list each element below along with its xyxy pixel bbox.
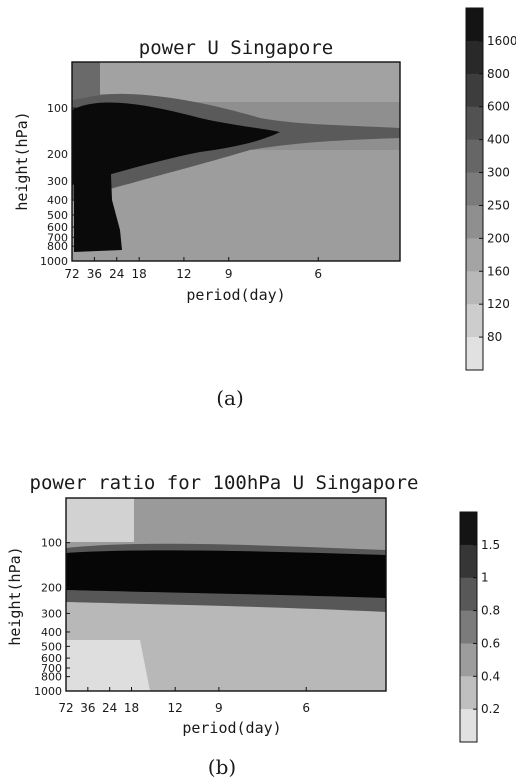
colorbar-tick-label: 0.6 (481, 636, 500, 650)
y-tick-label: 700 (47, 231, 68, 244)
panel-a-label: (a) (216, 386, 244, 410)
panel-b-title: power ratio for 100hPa U Singapore (30, 472, 419, 494)
colorbar-tick-label: 0.4 (481, 669, 500, 683)
x-tick-label: 18 (124, 701, 139, 715)
x-tick-label: 9 (225, 267, 233, 281)
colorbar-tick-label: 600 (487, 100, 510, 114)
panel-a: power U Singapore 1002003004005006007008… (13, 7, 516, 410)
y-tick-label: 500 (41, 640, 62, 653)
panel-b-lowlevel-light-region (66, 640, 150, 691)
colorbar-band (460, 544, 477, 579)
colorbar-tick-label: 200 (487, 231, 510, 245)
panel-a-frame (71, 61, 401, 262)
panel-a-title: power U Singapore (139, 37, 333, 59)
colorbar-band (460, 577, 477, 612)
colorbar-tick-label: 300 (487, 166, 510, 180)
y-tick-label: 700 (41, 662, 62, 675)
colorbar-tick-label: 0.8 (481, 604, 500, 618)
colorbar-band (466, 337, 483, 371)
panel-a-lowlevel-region (74, 150, 122, 252)
colorbar-tick-label: 250 (487, 198, 510, 212)
panel-b-x-axis-label: period(day) (182, 719, 281, 737)
colorbar-band (466, 304, 483, 338)
panel-b-corner-region (66, 498, 134, 542)
x-tick-label: 12 (176, 267, 191, 281)
y-tick-label: 600 (47, 221, 68, 234)
colorbar-band (466, 238, 483, 272)
y-tick-label: 300 (47, 175, 68, 188)
x-tick-label: 6 (314, 267, 322, 281)
y-tick-label: 600 (41, 652, 62, 665)
panel-a-x-ticks: 72 36 24 18 12 9 6 (64, 257, 322, 281)
y-tick-label: 1000 (34, 685, 62, 698)
colorbar-band (466, 271, 483, 305)
y-tick-label: 400 (41, 626, 62, 639)
x-tick-label: 18 (132, 267, 147, 281)
panel-b-x-ticks: 72 36 24 18 12 9 6 (58, 687, 310, 715)
colorbar-band (466, 73, 483, 108)
panel-b-frame (65, 497, 387, 692)
panel-a-power-band (72, 102, 280, 185)
colorbar-band (460, 676, 477, 710)
panel-a-x-axis-label: period(day) (186, 286, 285, 304)
y-tick-label: 100 (41, 537, 62, 550)
colorbar-tick-label: 1 (481, 571, 489, 585)
x-tick-label: 36 (87, 267, 102, 281)
colorbar-tick-label: 160 (487, 264, 510, 278)
colorbar-tick-label: 0.2 (481, 702, 500, 716)
panel-a-y-axis-label: height(hPa) (13, 111, 31, 210)
x-tick-label: 24 (102, 701, 117, 715)
panel-b-heatmap (65, 497, 387, 692)
x-tick-label: 72 (64, 267, 79, 281)
colorbar-frame (459, 511, 478, 743)
panel-b-colorbar-ticks: 1.5 1 0.8 0.6 0.4 0.2 (459, 511, 500, 743)
colorbar-frame (465, 7, 484, 371)
panel-a-colorbar: 1600 800 600 400 300 250 200 160 120 80 (465, 7, 516, 371)
panel-b-ratio-band (66, 550, 386, 598)
colorbar-band (466, 172, 483, 206)
y-tick-label: 300 (41, 607, 62, 620)
colorbar-tick-label: 80 (487, 330, 502, 344)
colorbar-band (460, 709, 477, 743)
y-tick-label: 200 (47, 148, 68, 161)
colorbar-band (460, 643, 477, 677)
panel-b-y-axis-label: height(hPa) (6, 546, 24, 645)
colorbar-band (460, 610, 477, 644)
panel-b: power ratio for 100hPa U Singapore 100 20… (6, 472, 500, 779)
x-tick-label: 12 (168, 701, 183, 715)
colorbar-tick-label: 1.5 (481, 538, 500, 552)
y-tick-label: 800 (41, 671, 62, 684)
colorbar-band (466, 205, 483, 239)
x-tick-label: 36 (80, 701, 95, 715)
y-tick-label: 1000 (40, 255, 68, 268)
colorbar-band (466, 106, 483, 141)
colorbar-tick-label: 1600 (487, 34, 516, 48)
y-tick-label: 400 (47, 194, 68, 207)
colorbar-tick-label: 800 (487, 67, 510, 81)
panel-b-label: (b) (208, 755, 236, 779)
colorbar-tick-label: 400 (487, 133, 510, 147)
y-tick-label: 500 (47, 209, 68, 222)
colorbar-band (460, 512, 477, 546)
x-tick-label: 6 (302, 701, 310, 715)
panel-a-heatmap (71, 61, 401, 262)
x-tick-label: 9 (215, 701, 223, 715)
x-tick-label: 24 (109, 267, 124, 281)
colorbar-band (466, 139, 483, 174)
panel-a-colorbar-ticks: 1600 800 600 400 300 250 200 160 120 80 (465, 7, 516, 371)
panel-b-colorbar: 1.5 1 0.8 0.6 0.4 0.2 (459, 511, 500, 743)
colorbar-band (466, 40, 483, 75)
colorbar-band (466, 8, 483, 42)
colorbar-tick-label: 120 (487, 297, 510, 311)
x-tick-label: 72 (58, 701, 73, 715)
y-tick-label: 100 (47, 102, 68, 115)
y-tick-label: 200 (41, 581, 62, 594)
y-tick-label: 800 (47, 240, 68, 253)
panel-a-corner-region (72, 62, 100, 100)
